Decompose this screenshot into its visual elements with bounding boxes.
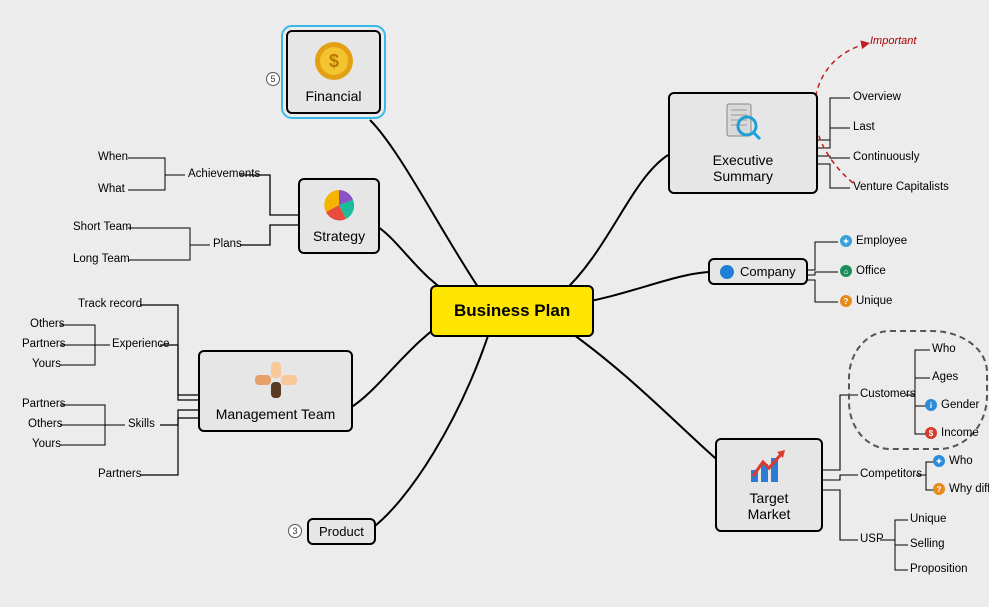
leaf-sk-partners[interactable]: Partners [22,398,65,410]
leaf-mgmt-partners[interactable]: Partners [98,468,141,480]
leaf-co-unique[interactable]: ?Unique [840,295,892,307]
leaf-achievements[interactable]: Achievements [188,168,260,180]
leaf-exec-overview[interactable]: Overview [853,91,901,103]
leaf-skills[interactable]: Skills [128,418,155,430]
node-target-label: Target Market [731,490,807,522]
leaf-cust-who[interactable]: Who [932,343,956,355]
document-magnifier-icon [723,102,763,146]
leaf-cust-ages[interactable]: Ages [932,371,958,383]
leaf-usp-selling[interactable]: Selling [910,538,945,550]
node-exec-label: Executive Summary [684,152,802,184]
office-icon: ⌂ [840,265,852,277]
node-strategy[interactable]: Strategy [298,178,380,254]
leaf-shortteam[interactable]: Short Team [73,221,132,233]
node-company[interactable]: Company [708,258,808,285]
leaf-when[interactable]: When [98,151,128,163]
hands-icon [253,360,299,400]
employee-icon: ✦ [840,235,852,247]
leaf-co-office[interactable]: ⌂Office [840,265,886,277]
leaf-exp-others[interactable]: Others [30,318,65,330]
leaf-exec-vc[interactable]: Venture Capitalists [853,181,949,193]
coin-icon: $ [313,40,355,82]
node-product-label: Product [319,524,364,539]
node-mgmt-label: Management Team [216,406,336,422]
pie-icon [322,188,356,222]
leaf-comp-who[interactable]: ✦Who [933,455,973,467]
node-financial-label: Financial [305,88,361,104]
leaf-exp-yours[interactable]: Yours [32,358,61,370]
node-financial[interactable]: $ Financial [286,30,381,114]
node-target[interactable]: Target Market [715,438,823,532]
leaf-plans[interactable]: Plans [213,238,242,250]
leaf-experience[interactable]: Experience [112,338,170,350]
leaf-competitors[interactable]: Competitors [860,468,922,480]
leaf-cust-income[interactable]: $Income [925,427,979,439]
leaf-what[interactable]: What [98,183,125,195]
node-product[interactable]: Product [307,518,376,545]
node-exec[interactable]: Executive Summary [668,92,818,194]
leaf-comp-diff[interactable]: ?Why different [933,483,989,495]
leaf-trackrecord[interactable]: Track record [78,298,142,310]
node-center-label: Business Plan [454,301,570,321]
comp-diff-icon: ? [933,483,945,495]
leaf-usp-unique[interactable]: Unique [910,513,946,525]
leaf-customers[interactable]: Customers [860,388,916,400]
leaf-exp-partners[interactable]: Partners [22,338,65,350]
leaf-longteam[interactable]: Long Team [73,253,130,265]
leaf-usp[interactable]: USP [860,533,884,545]
leaf-sk-yours[interactable]: Yours [32,438,61,450]
gender-icon: i [925,399,937,411]
badge-financial: 5 [266,72,280,86]
leaf-exec-cont[interactable]: Continuously [853,151,919,163]
note-important: Important [870,35,916,47]
leaf-exec-last[interactable]: Last [853,121,875,133]
income-icon: $ [925,427,937,439]
leaf-cust-gender[interactable]: iGender [925,399,979,411]
leaf-co-employee[interactable]: ✦Employee [840,235,907,247]
chart-arrow-icon [749,448,789,484]
node-company-label: Company [740,264,796,279]
unique-icon: ? [840,295,852,307]
node-center[interactable]: Business Plan [430,285,594,337]
company-dot-icon [720,265,734,279]
node-strategy-label: Strategy [313,228,365,244]
leaf-usp-prop[interactable]: Proposition [910,563,968,575]
badge-product: 3 [288,524,302,538]
node-mgmt[interactable]: Management Team [198,350,353,432]
svg-text:$: $ [328,51,338,71]
comp-who-icon: ✦ [933,455,945,467]
leaf-sk-others[interactable]: Others [28,418,63,430]
